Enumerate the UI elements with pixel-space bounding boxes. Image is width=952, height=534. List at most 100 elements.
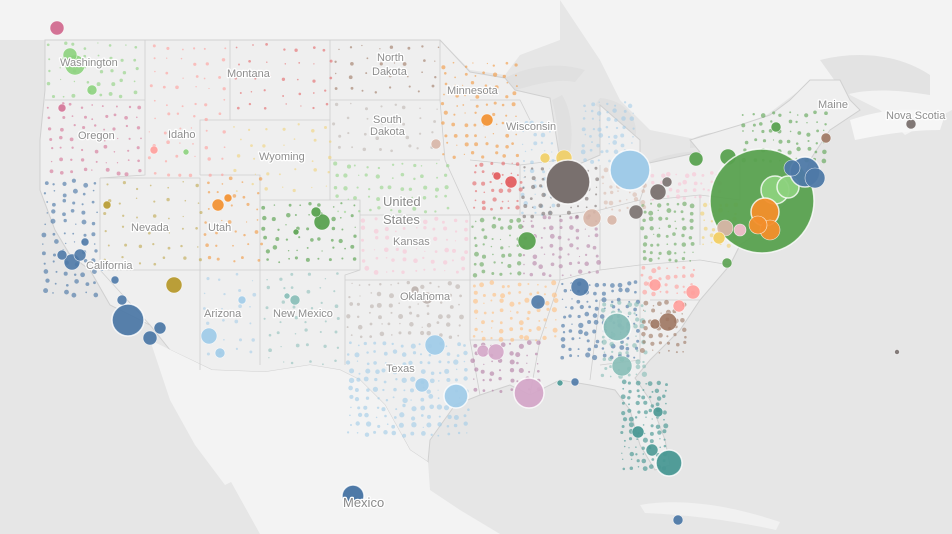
county-dot — [600, 373, 605, 378]
metro-bubble[interactable] — [648, 278, 662, 292]
metro-bubble[interactable] — [530, 294, 546, 310]
county-dot — [491, 92, 495, 96]
metro-bubble[interactable] — [513, 377, 545, 409]
metro-bubble[interactable] — [655, 449, 683, 477]
county-dot — [136, 216, 138, 219]
county-dot — [640, 304, 644, 308]
county-dot — [647, 381, 653, 386]
metro-bubble[interactable] — [313, 213, 331, 231]
metro-bubble[interactable] — [153, 321, 167, 335]
county-dot — [195, 86, 197, 88]
metro-bubble[interactable] — [289, 294, 301, 306]
metro-bubble[interactable] — [56, 249, 68, 261]
metro-bubble[interactable] — [443, 383, 469, 409]
metro-bubble[interactable] — [116, 294, 128, 306]
county-dot — [649, 226, 654, 231]
metro-bubble[interactable] — [649, 318, 661, 330]
metro-bubble[interactable] — [770, 121, 782, 133]
metro-bubble[interactable] — [570, 377, 580, 387]
metro-bubble[interactable] — [111, 303, 145, 337]
metro-bubble[interactable] — [62, 47, 78, 63]
metro-bubble[interactable] — [804, 167, 826, 189]
county-dot — [522, 186, 525, 190]
metro-bubble[interactable] — [545, 159, 591, 205]
metro-bubble[interactable] — [80, 237, 90, 247]
metro-bubble[interactable] — [628, 204, 644, 220]
metro-bubble[interactable] — [237, 295, 247, 305]
metro-bubble[interactable] — [492, 171, 502, 181]
metro-bubble[interactable] — [748, 215, 768, 235]
metro-bubble[interactable] — [480, 113, 494, 127]
metro-bubble[interactable] — [57, 103, 67, 113]
metro-bubble[interactable] — [517, 231, 537, 251]
metro-bubble[interactable] — [611, 355, 633, 377]
metro-bubble[interactable] — [894, 349, 900, 355]
metro-bubble[interactable] — [631, 425, 645, 439]
metro-bubble[interactable] — [142, 330, 158, 346]
metro-bubble[interactable] — [341, 484, 365, 508]
metro-bubble[interactable] — [672, 514, 684, 526]
county-dot — [119, 78, 123, 83]
metro-bubbles[interactable] — [49, 20, 917, 526]
metro-bubble[interactable] — [645, 443, 659, 457]
county-dot — [599, 314, 605, 319]
county-dot — [361, 248, 365, 252]
metro-bubble[interactable] — [211, 198, 225, 212]
metro-bubble[interactable] — [685, 284, 701, 300]
county-dot — [489, 378, 492, 382]
metro-bubble[interactable] — [102, 200, 112, 210]
metro-bubble[interactable] — [487, 343, 505, 361]
county-dot — [662, 394, 666, 398]
metro-bubble[interactable] — [661, 176, 673, 188]
metro-bubble[interactable] — [602, 312, 632, 342]
metro-bubble[interactable] — [539, 152, 551, 164]
metro-bubble[interactable] — [283, 292, 291, 300]
metro-bubble[interactable] — [556, 379, 564, 387]
metro-bubble[interactable] — [658, 312, 678, 332]
metro-bubble[interactable] — [570, 277, 590, 297]
metro-bubble[interactable] — [200, 327, 218, 345]
metro-bubble[interactable] — [424, 334, 446, 356]
metro-bubble[interactable] — [476, 344, 490, 358]
metro-bubble[interactable] — [716, 219, 734, 237]
metro-bubble[interactable] — [721, 257, 733, 269]
metro-bubble[interactable] — [165, 276, 183, 294]
metro-bubble[interactable] — [430, 138, 442, 150]
metro-bubble[interactable] — [223, 193, 233, 203]
metro-bubble[interactable] — [652, 406, 664, 418]
metro-bubble[interactable] — [582, 208, 602, 228]
metro-bubble[interactable] — [149, 145, 159, 155]
county-dot — [382, 388, 385, 392]
metro-bubble[interactable] — [672, 299, 686, 313]
metro-bubble[interactable] — [504, 175, 518, 189]
metro-bubble[interactable] — [86, 84, 98, 96]
metro-bubble[interactable] — [606, 214, 618, 226]
county-dot — [166, 140, 170, 144]
metro-bubble[interactable] — [609, 149, 651, 191]
metro-bubble[interactable] — [310, 206, 322, 218]
metro-bubble[interactable] — [110, 275, 120, 285]
metro-bubble[interactable] — [49, 20, 65, 36]
metro-bubble[interactable] — [688, 151, 704, 167]
metro-bubble[interactable] — [414, 377, 430, 393]
county-dot — [741, 114, 744, 116]
metro-bubble[interactable] — [712, 231, 726, 245]
metro-bubble[interactable] — [905, 118, 917, 130]
metro-bubble[interactable] — [649, 183, 667, 201]
metro-bubble[interactable] — [214, 347, 226, 359]
metro-bubble[interactable] — [820, 132, 832, 144]
metro-bubble[interactable] — [733, 223, 747, 237]
county-dot — [379, 282, 382, 286]
metro-bubble[interactable] — [73, 248, 87, 262]
metro-bubble[interactable] — [420, 291, 434, 305]
county-dot — [410, 431, 415, 436]
metro-bubble[interactable] — [410, 285, 420, 295]
metro-bubble[interactable] — [783, 159, 801, 177]
metro-bubble[interactable] — [182, 148, 190, 156]
county-dot — [463, 153, 466, 156]
metro-bubble[interactable] — [98, 264, 106, 272]
county-dot — [626, 354, 630, 358]
metro-bubble[interactable] — [292, 228, 300, 236]
